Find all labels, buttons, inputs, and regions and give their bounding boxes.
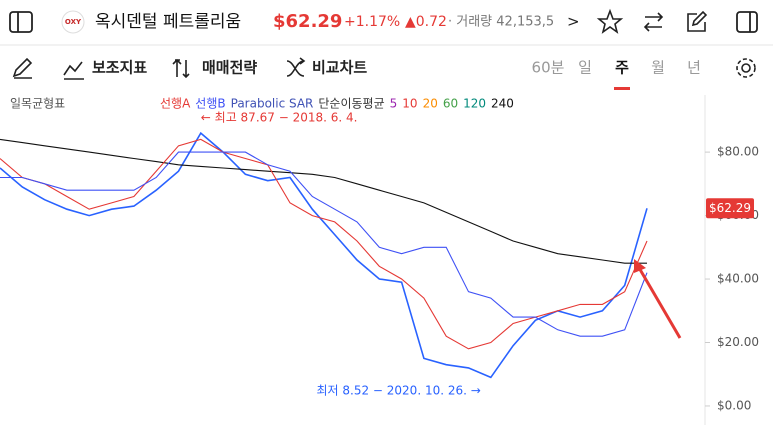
period-tab[interactable]: 월 [651,59,665,77]
price: $62.29 [273,11,342,32]
y-tick-label: $0.00 [717,398,751,412]
logo-text: OXY [65,18,82,26]
annotation: ← 최고 87.67 − 2018. 6. 4. [201,110,358,124]
period-underline [614,87,630,90]
favorite-icon[interactable] [596,8,624,34]
legend-entry: 10 [402,97,417,111]
price-tag [706,198,754,219]
panel-icon[interactable] [736,11,758,33]
y-tick-label: $40.00 [717,272,759,286]
legend-entry: 240 [491,97,514,111]
compare-icon[interactable] [286,57,306,77]
settings-icon[interactable] [741,63,751,73]
legend-entry: 60 [443,97,458,111]
legend-entry: 120 [463,97,486,111]
legend-entry: 20 [423,97,438,111]
toolbar-item[interactable]: 비교차트 [312,59,367,77]
toolbar-item[interactable]: 보조지표 [92,59,147,77]
annotation: 최저 8.52 − 2020. 10. 26. → [316,383,480,397]
legend-entry: 5 [390,97,398,111]
y-tick-label: $20.00 [717,335,759,349]
series-line [0,138,648,350]
sidebar-icon[interactable] [9,11,33,33]
legend-entry: 단순이동평균 [318,97,384,111]
indicator-title: 일목균형표 [10,97,65,111]
volume: · 거래량 42,153,5 [448,15,554,30]
period-tab[interactable]: 주 [615,59,629,77]
period-tab[interactable]: 60분 [532,59,565,77]
stock-name: 옥시덴털 페트롤리움 [95,12,241,32]
change: ▲0.72 [405,14,447,30]
series-line [0,151,648,337]
toolbar-item[interactable]: 매매전략 [202,59,257,77]
edit-icon[interactable] [687,10,708,32]
logo [61,10,85,34]
settings-icon-gear [736,58,756,78]
legend-entry: 선행A [160,96,191,111]
price-tag-label: $62.29 [709,201,751,215]
legend-entry: 선행B [195,96,225,111]
arrow-shaft [636,265,682,339]
series-line [0,131,648,379]
period-tab[interactable]: 일 [578,59,592,77]
change-pct: +1.17% [344,14,400,30]
y-tick-label: $80.00 [717,145,759,159]
legend-entry: Parabolic SAR [231,97,314,111]
arrow-head [634,259,646,273]
period-tab[interactable]: 년 [687,59,701,77]
draw-icon[interactable] [12,57,33,79]
swap-icon[interactable] [643,12,664,32]
indicator-icon[interactable] [63,61,84,80]
more-button[interactable]: > [567,13,580,31]
series-line [0,138,647,264]
strategy-icon[interactable] [172,58,190,79]
